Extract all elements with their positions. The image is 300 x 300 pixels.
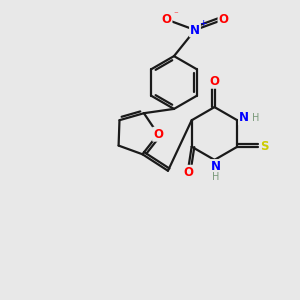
Text: H: H <box>252 113 259 123</box>
Text: N: N <box>211 160 221 173</box>
Text: ⁻: ⁻ <box>173 11 178 20</box>
Text: +: + <box>199 19 206 28</box>
Text: N: N <box>190 23 200 37</box>
Text: S: S <box>260 140 269 153</box>
Text: H: H <box>212 172 220 182</box>
Text: N: N <box>239 111 249 124</box>
Text: O: O <box>209 75 220 88</box>
Text: O: O <box>153 128 163 141</box>
Text: O: O <box>161 13 172 26</box>
Text: O: O <box>218 13 229 26</box>
Text: O: O <box>184 166 194 179</box>
